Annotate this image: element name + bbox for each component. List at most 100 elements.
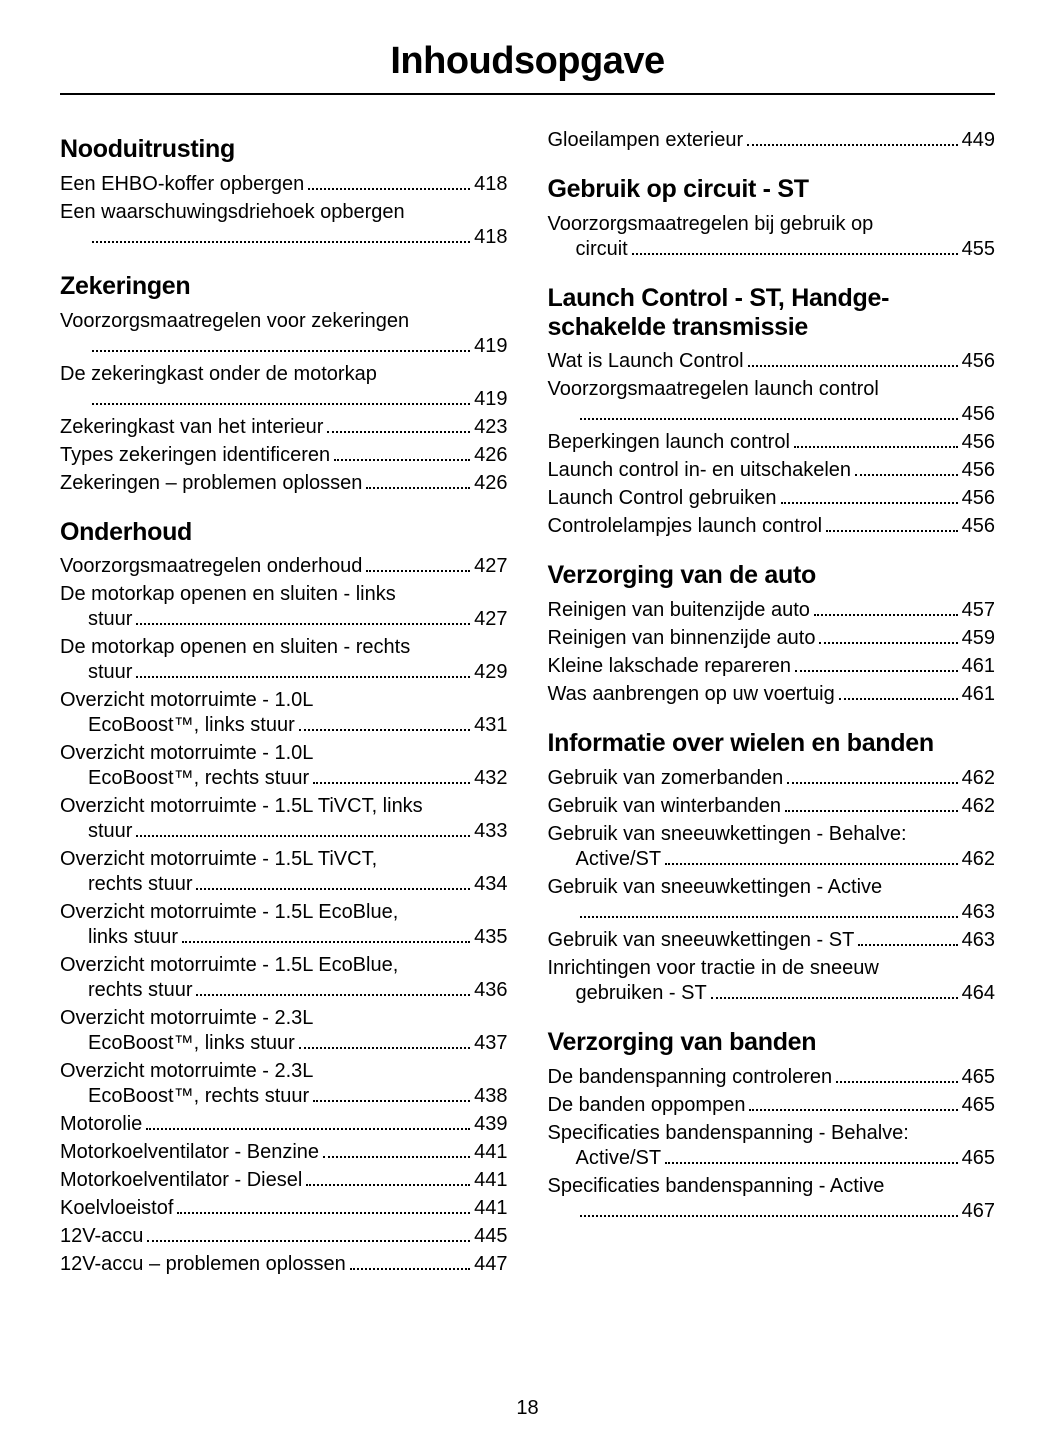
- toc-entry: Was aanbrengen op uw voertuig461: [548, 682, 996, 707]
- columns: Nooduitrusting Een EHBO-koffer opbergen 41…: [60, 125, 995, 1280]
- toc-leaders: [781, 491, 958, 504]
- toc-page: 445: [474, 1224, 507, 1249]
- toc-entry: De zekeringkast onder de motorkap419: [60, 362, 508, 412]
- toc-label-cont: rechts stuur: [88, 872, 192, 897]
- section-heading: Zekeringen: [60, 272, 508, 301]
- toc-page: 459: [962, 626, 995, 651]
- toc-leaders: [92, 392, 470, 405]
- toc-page: 456: [962, 349, 995, 374]
- toc-leaders: [136, 824, 470, 837]
- toc-page: 429: [474, 660, 507, 685]
- toc-label: Gebruik van sneeuwkettingen - Behalve:: [548, 822, 907, 847]
- toc-leaders: [299, 1036, 470, 1049]
- toc-label: De zekeringkast onder de motorkap: [60, 362, 377, 387]
- toc-page: 465: [962, 1065, 995, 1090]
- toc-page: 463: [962, 900, 995, 925]
- toc-label: Zekeringkast van het interieur: [60, 415, 323, 440]
- toc-page: 456: [962, 486, 995, 511]
- toc-page: 426: [474, 443, 507, 468]
- toc-page: 461: [962, 682, 995, 707]
- toc-leaders: [196, 877, 470, 890]
- toc-label: Launch Control gebruiken: [548, 486, 777, 511]
- toc-leaders: [306, 1173, 470, 1186]
- toc-leaders: [366, 476, 470, 489]
- toc-leaders: [855, 463, 958, 476]
- toc-label: Reinigen van binnenzijde auto: [548, 626, 816, 651]
- toc-entry: 12V-accu – problemen oplossen 447: [60, 1252, 508, 1277]
- toc-entry: Voorzorgsmaatregelen launch control456: [548, 377, 996, 427]
- toc-entry: Koelvloeistof 441: [60, 1196, 508, 1221]
- toc-leaders: [747, 133, 957, 146]
- toc-leaders: [323, 1145, 470, 1158]
- toc-leaders: [795, 659, 958, 672]
- toc-page: 438: [474, 1084, 507, 1109]
- toc-label: Motorkoelventilator - Benzine: [60, 1140, 319, 1165]
- toc-page: 427: [474, 607, 507, 632]
- toc-entry: Een EHBO-koffer opbergen 418: [60, 172, 508, 197]
- toc-page: 462: [962, 847, 995, 872]
- toc-leaders: [826, 519, 958, 532]
- column-left: Nooduitrusting Een EHBO-koffer opbergen 41…: [60, 125, 508, 1280]
- toc-label-cont: EcoBoost™, links stuur: [88, 713, 295, 738]
- toc-page: 418: [474, 172, 507, 197]
- toc-label-cont: Active/ST: [576, 1146, 662, 1171]
- toc-entry: Voorzorgsmaatregelen onderhoud427: [60, 554, 508, 579]
- toc-page: 461: [962, 654, 995, 679]
- toc-label: Gloeilampen exterieur: [548, 128, 744, 153]
- toc-label: Voorzorgsmaatregelen launch control: [548, 377, 879, 402]
- toc-page: 463: [962, 928, 995, 953]
- toc-label: Overzicht motorruimte - 1.5L EcoBlue,: [60, 953, 398, 978]
- toc-entry: Motorolie439: [60, 1112, 508, 1137]
- toc-label: Koelvloeistof: [60, 1196, 173, 1221]
- toc-leaders: [182, 930, 470, 943]
- toc-leaders: [308, 177, 470, 190]
- toc-page: 465: [962, 1093, 995, 1118]
- toc-label: Reinigen van buitenzijde auto: [548, 598, 810, 623]
- toc-page: 418: [474, 225, 507, 250]
- toc-label: Gebruik van sneeuwkettingen - ST: [548, 928, 855, 953]
- toc-entry: Zekeringkast van het interieur 423: [60, 415, 508, 440]
- toc-entry: Specificaties bandenspanning - Active467: [548, 1174, 996, 1224]
- toc-leaders: [632, 242, 958, 255]
- toc-label: Voorzorgsmaatregelen onderhoud: [60, 554, 362, 579]
- toc-label: Een EHBO-koffer opbergen: [60, 172, 304, 197]
- toc-page: 467: [962, 1199, 995, 1224]
- toc-entry: Motorkoelventilator - Diesel441: [60, 1168, 508, 1193]
- toc-entry: Launch control in- en uitschakelen456: [548, 458, 996, 483]
- toc-label-cont: rechts stuur: [88, 978, 192, 1003]
- toc-label: Types zekeringen identificeren: [60, 443, 330, 468]
- toc-entry: Gebruik van zomerbanden462: [548, 766, 996, 791]
- toc-entry: Controlelampjes launch control456: [548, 514, 996, 539]
- toc-leaders: [327, 420, 470, 433]
- toc-entry: Gebruik van sneeuwkettingen - ST 463: [548, 928, 996, 953]
- toc-page: 447: [474, 1252, 507, 1277]
- toc-page: 423: [474, 415, 507, 440]
- toc-leaders: [177, 1201, 470, 1214]
- toc-leaders: [836, 1070, 957, 1083]
- toc-page: 464: [962, 981, 995, 1006]
- toc-entry: Gebruik van sneeuwkettingen - Behalve:Ac…: [548, 822, 996, 872]
- toc-label: 12V-accu – problemen oplossen: [60, 1252, 346, 1277]
- section-heading: Verzorging van de auto: [548, 561, 996, 590]
- toc-page: 437: [474, 1031, 507, 1056]
- toc-page: 441: [474, 1196, 507, 1221]
- section-heading: Gebruik op circuit - ST: [548, 175, 996, 204]
- toc-leaders: [785, 799, 958, 812]
- toc-entry: Overzicht motorruimte - 2.3LEcoBoost™, r…: [60, 1059, 508, 1109]
- toc-label: Motorkoelventilator - Diesel: [60, 1168, 302, 1193]
- toc-leaders: [749, 1098, 957, 1111]
- toc-page: 432: [474, 766, 507, 791]
- page-title: Inhoudsopgave: [60, 40, 995, 83]
- column-right: Gloeilampen exterieur449Gebruik op circu…: [548, 125, 996, 1280]
- toc-label-cont: circuit: [576, 237, 628, 262]
- toc-leaders: [819, 631, 957, 644]
- toc-label-cont: links stuur: [88, 925, 178, 950]
- toc-leaders: [748, 354, 958, 367]
- section-heading: Verzorging van banden: [548, 1028, 996, 1057]
- toc-leaders: [665, 1151, 958, 1164]
- toc-entry: Overzicht motorruimte - 2.3LEcoBoost™, l…: [60, 1006, 508, 1056]
- toc-label: Inrichtingen voor tractie in de sneeuw: [548, 956, 879, 981]
- toc-leaders: [313, 1089, 470, 1102]
- section-heading: Nooduitrusting: [60, 135, 508, 164]
- toc-entry: 12V-accu445: [60, 1224, 508, 1249]
